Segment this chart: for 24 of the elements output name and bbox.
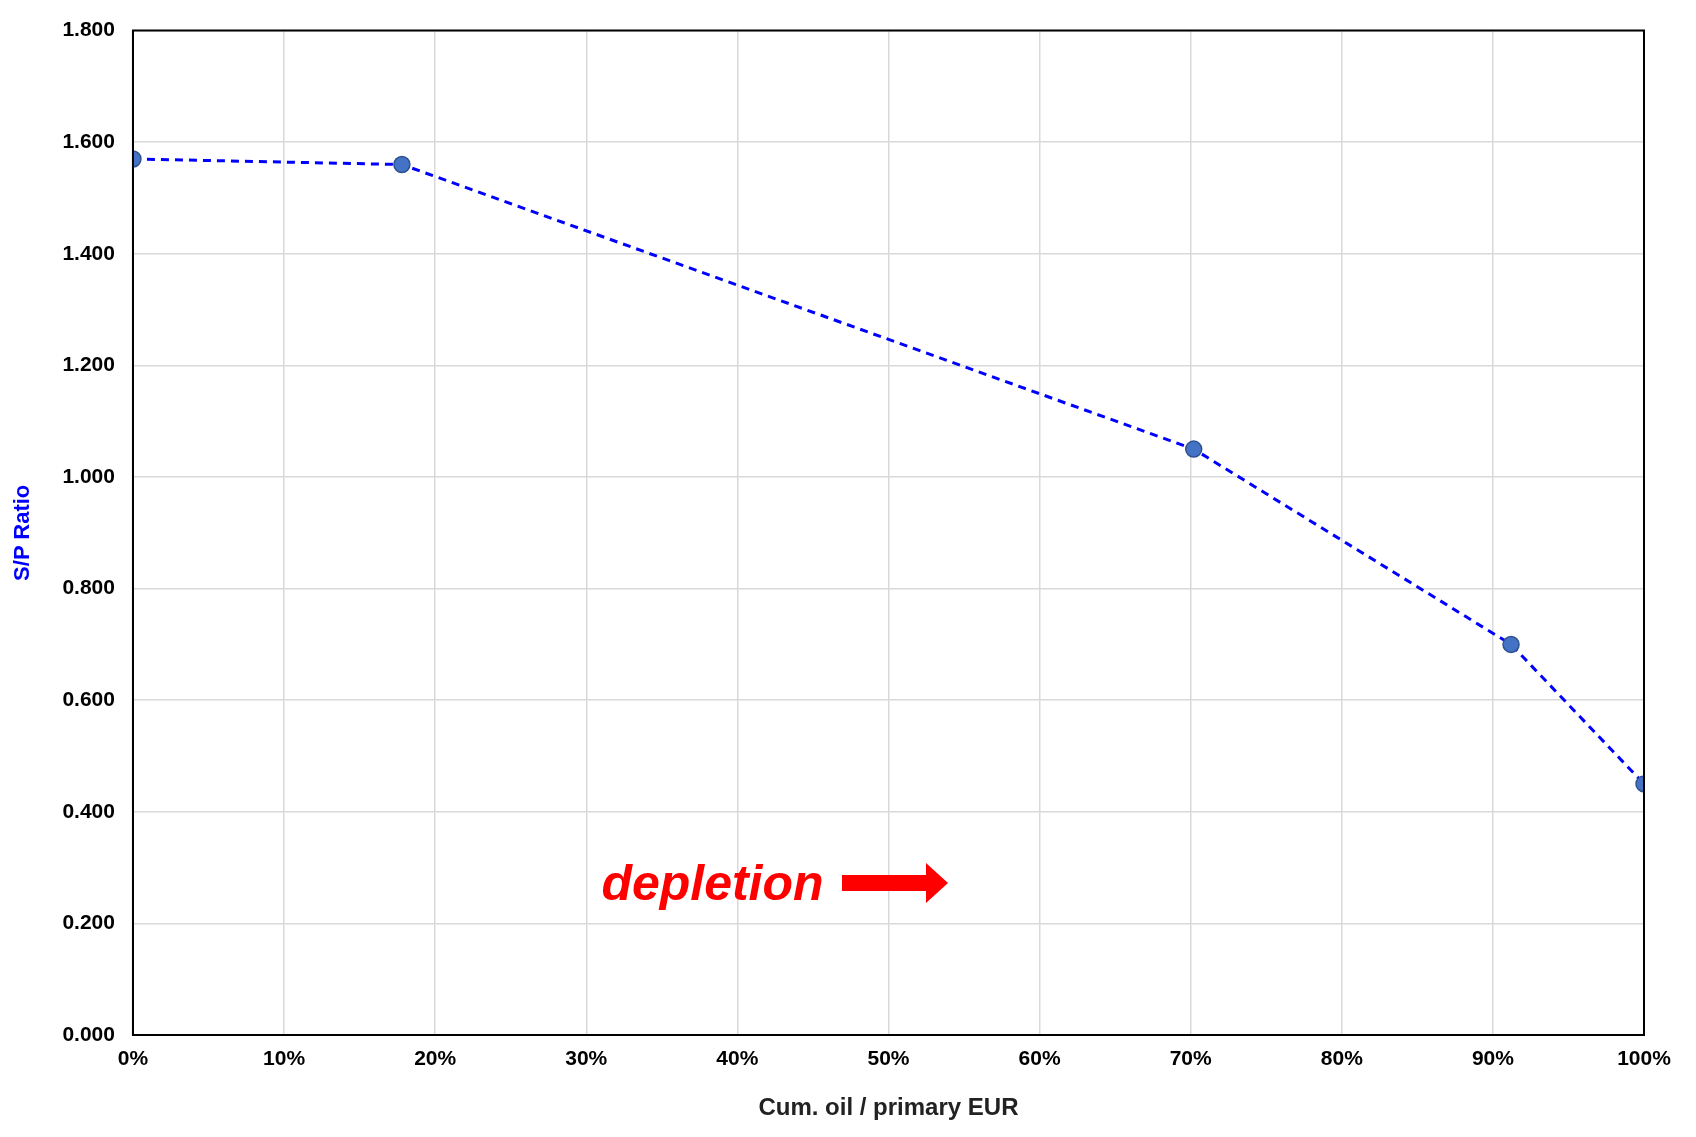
x-tick-label: 20%: [414, 1046, 457, 1070]
x-axis-title: Cum. oil / primary EUR: [758, 1093, 1019, 1121]
y-tick-label: 1.200: [62, 352, 115, 376]
x-tick-label: 70%: [1169, 1046, 1213, 1070]
y-tick-label: 0.800: [62, 575, 115, 599]
y-tick-label: 1.000: [62, 463, 115, 487]
x-tick-label: 30%: [565, 1046, 608, 1070]
y-tick-label: 0.200: [62, 910, 115, 934]
y-tick-label: 1.400: [62, 240, 115, 264]
x-tick-label: 90%: [1471, 1046, 1515, 1070]
y-axis-title: S/P Ratio: [9, 484, 35, 581]
x-tick-label: 80%: [1320, 1046, 1364, 1070]
x-tick-label: 10%: [263, 1046, 306, 1070]
annotation: depletion: [601, 854, 824, 913]
x-tick-label: 0%: [117, 1046, 149, 1070]
y-tick-label: 1.600: [62, 129, 115, 152]
x-tick-label: 60%: [1018, 1046, 1061, 1070]
y-tick-label: 0.600: [62, 687, 115, 710]
y-tick-label: 0.000: [62, 1021, 115, 1045]
x-tick-label: 40%: [716, 1046, 759, 1070]
y-tick-label: 0.400: [62, 798, 115, 822]
y-tick-label: 1.800: [62, 17, 115, 41]
x-tick-label: 50%: [867, 1046, 910, 1070]
x-tick-label: 100%: [1617, 1046, 1672, 1070]
